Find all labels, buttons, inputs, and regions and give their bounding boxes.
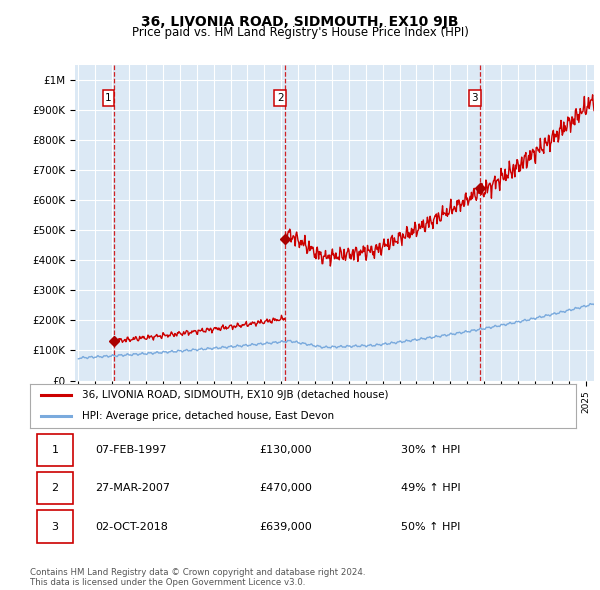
Text: 07-FEB-1997: 07-FEB-1997: [95, 445, 167, 455]
Text: 49% ↑ HPI: 49% ↑ HPI: [401, 483, 461, 493]
Text: 1: 1: [105, 93, 112, 103]
Text: 2: 2: [51, 483, 58, 493]
Text: 27-MAR-2007: 27-MAR-2007: [95, 483, 170, 493]
Text: 02-OCT-2018: 02-OCT-2018: [95, 522, 169, 532]
Text: 3: 3: [472, 93, 478, 103]
Text: 36, LIVONIA ROAD, SIDMOUTH, EX10 9JB: 36, LIVONIA ROAD, SIDMOUTH, EX10 9JB: [141, 15, 459, 29]
Text: 2: 2: [277, 93, 283, 103]
Text: £130,000: £130,000: [259, 445, 312, 455]
Text: Contains HM Land Registry data © Crown copyright and database right 2024.
This d: Contains HM Land Registry data © Crown c…: [30, 568, 365, 587]
Text: 30% ↑ HPI: 30% ↑ HPI: [401, 445, 461, 455]
Text: 50% ↑ HPI: 50% ↑ HPI: [401, 522, 461, 532]
FancyBboxPatch shape: [37, 472, 73, 504]
FancyBboxPatch shape: [37, 434, 73, 466]
Text: Price paid vs. HM Land Registry's House Price Index (HPI): Price paid vs. HM Land Registry's House …: [131, 26, 469, 39]
Text: £470,000: £470,000: [259, 483, 312, 493]
FancyBboxPatch shape: [37, 510, 73, 543]
Text: £639,000: £639,000: [259, 522, 312, 532]
Text: HPI: Average price, detached house, East Devon: HPI: Average price, detached house, East…: [82, 411, 334, 421]
Text: 3: 3: [52, 522, 58, 532]
Text: 36, LIVONIA ROAD, SIDMOUTH, EX10 9JB (detached house): 36, LIVONIA ROAD, SIDMOUTH, EX10 9JB (de…: [82, 391, 388, 401]
Text: 1: 1: [52, 445, 58, 455]
